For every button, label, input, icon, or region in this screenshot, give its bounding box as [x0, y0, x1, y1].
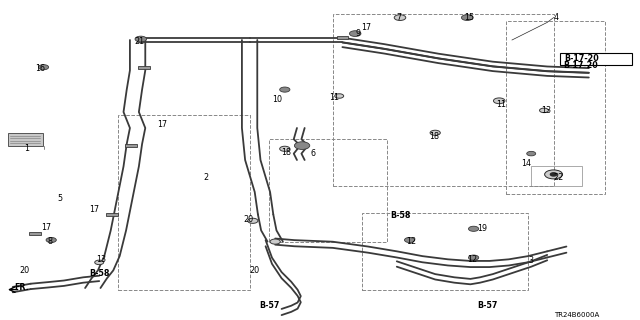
Text: 6: 6 — [310, 149, 316, 158]
Text: B-58: B-58 — [390, 212, 411, 220]
Text: 18: 18 — [282, 148, 292, 156]
Text: 12: 12 — [467, 255, 477, 264]
Text: 17: 17 — [157, 120, 167, 129]
Bar — [106, 213, 118, 216]
Text: 20: 20 — [19, 266, 29, 275]
Bar — [29, 232, 41, 235]
Text: 21: 21 — [134, 37, 145, 46]
Circle shape — [540, 108, 548, 113]
Text: 4: 4 — [554, 13, 559, 22]
Text: 11: 11 — [496, 100, 506, 108]
Bar — [125, 144, 137, 147]
Text: 9: 9 — [355, 29, 360, 38]
Text: 5: 5 — [58, 194, 63, 203]
Text: 19: 19 — [477, 224, 487, 233]
Bar — [333, 14, 554, 186]
Text: 8: 8 — [48, 237, 53, 246]
Text: 20: 20 — [243, 215, 253, 224]
Text: 2: 2 — [204, 173, 209, 182]
Text: 15: 15 — [464, 13, 474, 22]
Bar — [138, 66, 150, 69]
Circle shape — [394, 15, 406, 20]
Circle shape — [135, 36, 147, 42]
Circle shape — [527, 151, 536, 156]
Text: 20: 20 — [250, 266, 260, 275]
Text: 18: 18 — [429, 132, 439, 140]
Circle shape — [294, 142, 310, 149]
FancyBboxPatch shape — [560, 53, 632, 65]
Text: B-17-20: B-17-20 — [564, 54, 598, 63]
Bar — [531, 166, 582, 186]
Bar — [337, 36, 348, 39]
Circle shape — [468, 255, 479, 260]
Text: FR.: FR. — [14, 284, 29, 292]
Circle shape — [280, 87, 290, 92]
Bar — [362, 213, 528, 290]
Circle shape — [270, 239, 280, 244]
Text: TR24B6000A: TR24B6000A — [554, 312, 599, 318]
Text: 17: 17 — [362, 23, 372, 32]
Text: 11: 11 — [330, 93, 340, 102]
Bar — [269, 139, 387, 242]
Circle shape — [280, 146, 290, 151]
Text: 1: 1 — [24, 144, 29, 153]
Circle shape — [46, 237, 56, 243]
Circle shape — [550, 173, 557, 176]
Circle shape — [461, 15, 473, 20]
Text: B-17-20: B-17-20 — [563, 61, 598, 70]
Circle shape — [493, 98, 505, 104]
Circle shape — [430, 130, 440, 135]
Circle shape — [335, 94, 344, 98]
Bar — [118, 115, 250, 290]
Circle shape — [38, 65, 49, 70]
Text: 17: 17 — [42, 223, 52, 232]
Text: 3: 3 — [528, 256, 533, 265]
Circle shape — [95, 260, 104, 265]
Circle shape — [248, 218, 258, 223]
Circle shape — [349, 31, 361, 36]
Text: 16: 16 — [35, 64, 45, 73]
Text: 13: 13 — [541, 106, 551, 115]
Text: 12: 12 — [406, 237, 417, 246]
Circle shape — [404, 237, 415, 243]
Text: B-57: B-57 — [259, 301, 280, 310]
Circle shape — [545, 170, 563, 179]
Circle shape — [468, 226, 479, 231]
Text: 14: 14 — [522, 159, 532, 168]
Text: 13: 13 — [96, 255, 106, 264]
Text: 7: 7 — [397, 13, 402, 22]
Text: B-58: B-58 — [90, 269, 110, 278]
Text: 10: 10 — [272, 95, 282, 104]
Text: 22: 22 — [554, 173, 564, 182]
Text: B-57: B-57 — [477, 301, 497, 310]
Bar — [506, 21, 605, 194]
Bar — [8, 133, 43, 146]
Text: 17: 17 — [90, 205, 100, 214]
